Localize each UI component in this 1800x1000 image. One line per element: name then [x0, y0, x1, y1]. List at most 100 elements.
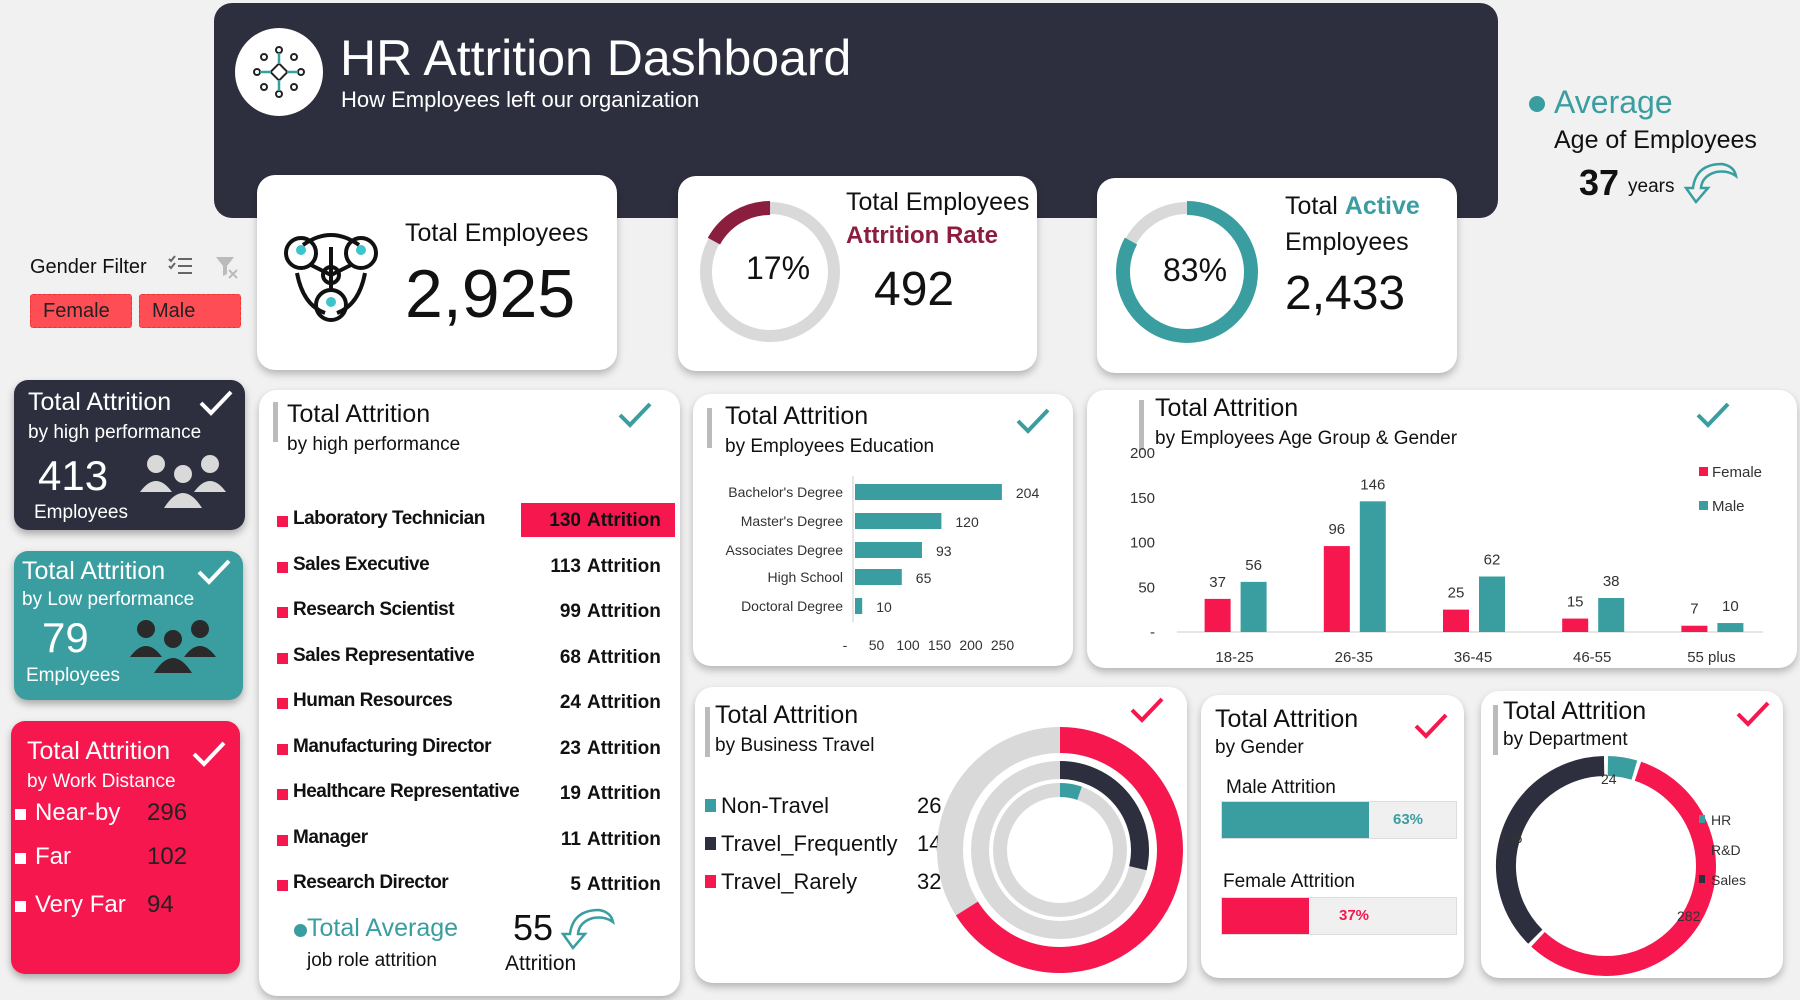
legend-swatch	[1699, 815, 1705, 823]
data-label: 65	[916, 570, 932, 586]
legend-swatch	[705, 875, 716, 888]
title-accent-bar	[1493, 705, 1498, 755]
data-label: 24	[1601, 771, 1617, 787]
check-icon[interactable]	[617, 400, 653, 430]
check-icon[interactable]	[1735, 699, 1771, 729]
total-employees-card: Total Employees 2,925	[257, 175, 617, 370]
attrition-label: Total Employees	[846, 188, 1030, 216]
avg-job-label: Total Average	[307, 914, 459, 942]
bullet-square	[277, 561, 288, 573]
high-performance-card: Total Attrition by high performance 413 …	[14, 380, 245, 530]
x-tick-label: 36-45	[1454, 649, 1492, 666]
avg-age-unit: years	[1628, 176, 1675, 197]
teal-dot	[294, 924, 307, 937]
curved-arrow-icon	[560, 908, 615, 951]
check-icon[interactable]	[1129, 695, 1165, 725]
data-label: 25	[1448, 585, 1465, 602]
slice-r&d	[1531, 761, 1716, 976]
active-label-employees: Employees	[1285, 228, 1409, 256]
business-travel-ring-chart	[937, 727, 1183, 973]
legend-swatch	[705, 799, 716, 812]
female-percent: 37%	[1339, 907, 1370, 924]
y-tick-label: 50	[1138, 579, 1155, 596]
check-icon[interactable]	[1413, 711, 1449, 741]
title-accent-bar	[1139, 400, 1144, 450]
legend-label: Female	[1712, 464, 1762, 481]
active-label-accent: Active	[1344, 192, 1420, 220]
department-card: Total Attrition by Department 24 282 186 HR…	[1481, 691, 1783, 978]
low-perf-value: 79	[42, 614, 89, 661]
job-role-label: Healthcare Representative	[293, 781, 520, 802]
active-label: Total Active	[1285, 192, 1420, 221]
distance-value: 102	[147, 843, 188, 870]
avg-age-value: 37	[1579, 162, 1620, 203]
travel-subtitle: by Business Travel	[715, 735, 875, 756]
x-tick-label: 55 plus	[1687, 649, 1735, 666]
job-role-label: Manufacturing Director	[293, 735, 492, 757]
distance-value: 296	[147, 799, 188, 826]
data-label: 186	[1499, 830, 1523, 846]
ring-arc-non-travel	[1059, 783, 1082, 800]
category-label: High School	[768, 569, 844, 585]
data-label: 10	[1722, 598, 1739, 615]
active-employees-card: 83% Total Active Employees 2,433	[1097, 178, 1457, 373]
job-role-subtitle: by high performance	[287, 434, 461, 455]
bullet-square	[15, 809, 26, 820]
bullet-square	[277, 743, 288, 755]
bar-female	[1323, 546, 1350, 632]
bullet-square	[277, 880, 288, 891]
business-travel-card: Total Attrition by Business Travel Non-T…	[695, 687, 1187, 983]
check-icon[interactable]	[1695, 400, 1731, 430]
bar-male	[1479, 576, 1505, 632]
bar-female	[1443, 609, 1469, 632]
male-bar-fill	[1222, 802, 1370, 838]
slice-sales	[1496, 756, 1605, 944]
job-role-value: 99	[559, 601, 581, 622]
job-role-value: 68	[559, 646, 581, 668]
female-attrition-label: Female Attrition	[1223, 871, 1355, 892]
avg-job-unit: Attrition	[505, 952, 577, 975]
filter-male-button[interactable]: Male	[139, 294, 241, 328]
low-perf-title: Total Attrition	[22, 557, 166, 585]
category-label: Bachelor's Degree	[728, 484, 843, 500]
filter-female-button[interactable]: Female	[30, 294, 132, 328]
check-icon[interactable]	[1015, 406, 1051, 436]
x-tick-label: 150	[928, 637, 952, 653]
data-label: 7	[1690, 601, 1698, 618]
education-bar-chart: Bachelor's Degree 204 Master's Degree 120 As…	[725, 476, 1039, 653]
x-tick-label: 200	[959, 637, 983, 653]
low-perf-unit: Employees	[26, 665, 120, 686]
bullet-square	[277, 698, 288, 709]
bullet-square	[15, 853, 26, 864]
job-role-label: Laboratory Technician	[293, 508, 485, 529]
low-perf-subtitle: by Low performance	[22, 589, 195, 610]
x-tick-label: 100	[896, 637, 920, 653]
high-perf-subtitle: by high performance	[28, 422, 202, 443]
title-accent-bar	[705, 707, 710, 757]
high-perf-value: 413	[38, 452, 109, 499]
multi-select-icon[interactable]	[168, 254, 194, 278]
female-bar-fill	[1222, 898, 1309, 934]
distance-value: 94	[147, 891, 174, 918]
job-role-suffix: Attrition	[587, 828, 661, 850]
active-employees-arc	[1116, 201, 1258, 343]
data-label: 15	[1567, 594, 1584, 611]
total-employees-label: Total Employees	[405, 219, 589, 247]
job-role-title: Total Attrition	[287, 400, 431, 428]
job-role-value: 130	[549, 510, 581, 531]
bar-male	[1240, 581, 1267, 632]
job-role-suffix: Attrition	[587, 646, 661, 668]
job-role-suffix: Attrition	[587, 783, 661, 804]
high-perf-title: Total Attrition	[28, 388, 172, 416]
ring-arc-travel_rarely	[955, 727, 1183, 973]
curved-arrow-icon	[1683, 162, 1738, 205]
dept-title: Total Attrition	[1503, 697, 1647, 725]
active-employees-donut	[1116, 201, 1258, 343]
clear-filter-icon[interactable]	[214, 254, 240, 280]
legend-label: Male	[1712, 498, 1745, 515]
bar-female	[1562, 618, 1589, 632]
bar	[855, 513, 942, 529]
avg-age-label: Average	[1554, 84, 1673, 120]
job-role-label: Manager	[293, 826, 368, 848]
job-role-value: 19	[559, 783, 581, 804]
